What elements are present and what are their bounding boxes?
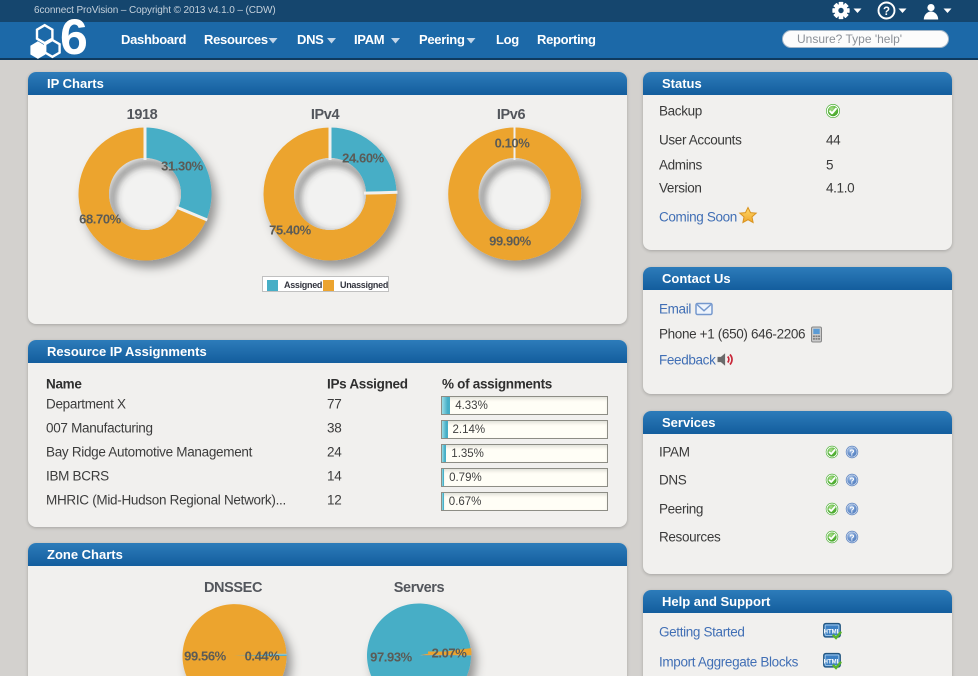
svg-text:?: ? (883, 6, 890, 18)
